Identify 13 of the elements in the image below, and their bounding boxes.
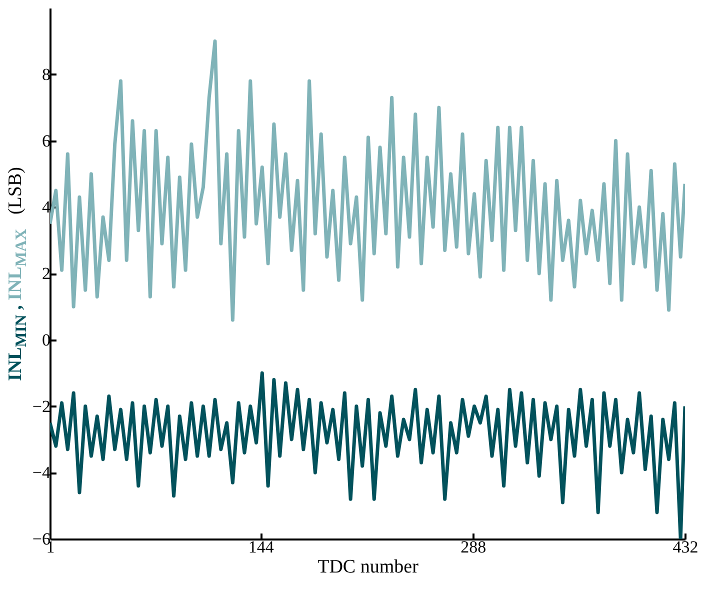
x-tick-label: 432 xyxy=(672,538,698,556)
y-tick-label: 0 xyxy=(42,330,50,350)
x-axis-title: TDC number xyxy=(318,556,420,578)
y-tick-label: −2 xyxy=(32,396,50,416)
y-tick-label: −4 xyxy=(32,463,51,482)
y-tick-label: 4 xyxy=(42,198,51,217)
y-tick-label: 2 xyxy=(42,264,50,283)
x-tick-label: 144 xyxy=(248,538,274,556)
x-tick-label: 288 xyxy=(460,538,486,556)
y-tick-label: 6 xyxy=(42,131,50,150)
y-tick-label: 8 xyxy=(42,64,50,84)
line-series xyxy=(50,39,685,322)
y-axis-title: (LSB) xyxy=(5,167,26,215)
